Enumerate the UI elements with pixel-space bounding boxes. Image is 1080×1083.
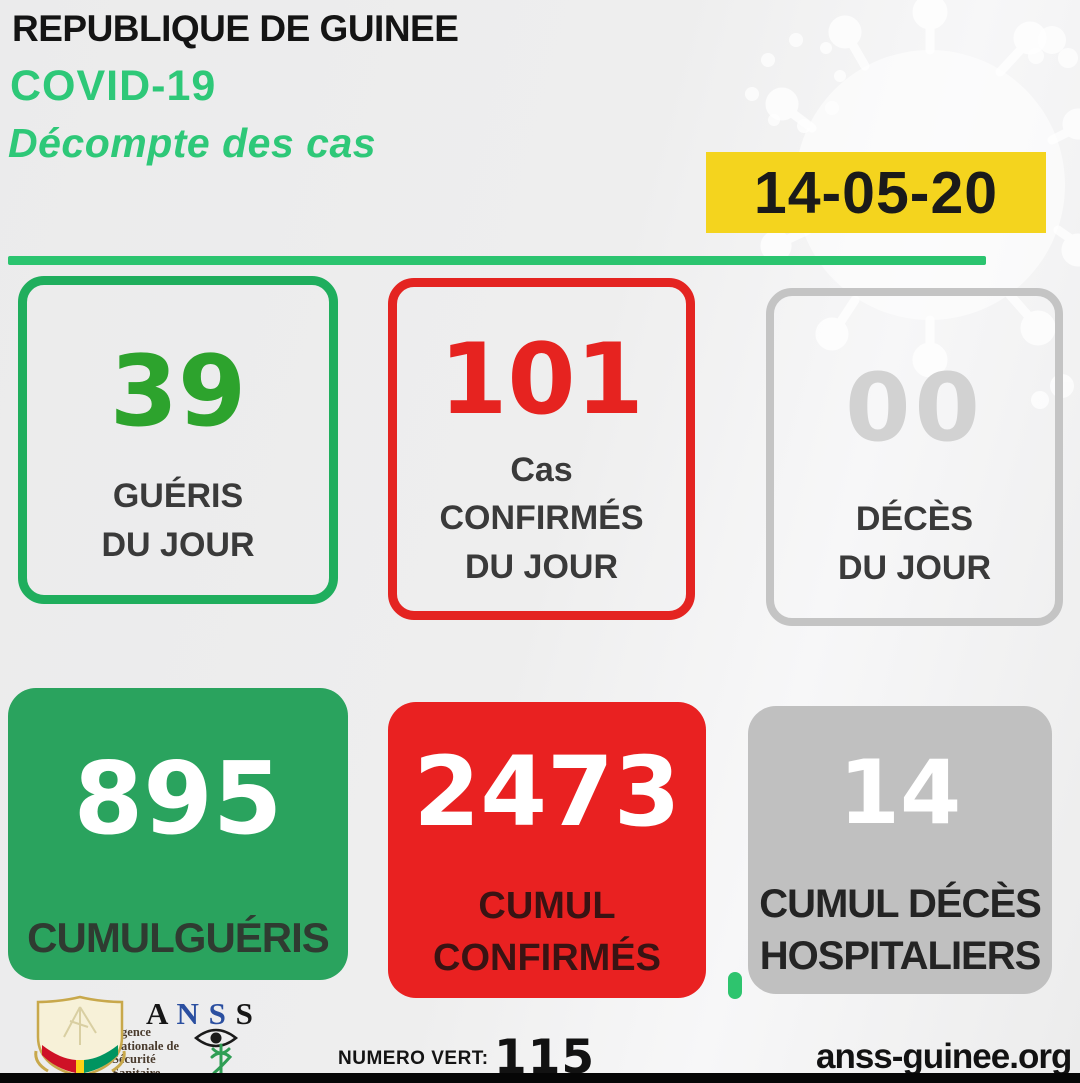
caption-line: Nationale de <box>112 1038 180 1053</box>
label-line: HOSPITALIERS <box>759 934 1042 978</box>
label-line: CUMULGUÉRIS <box>27 914 330 962</box>
label-line: CUMUL DÉCÈS <box>759 882 1042 926</box>
daily-recovered-value: 39 <box>109 334 247 449</box>
daily-recovered-label: GUÉRIS DU JOUR <box>101 472 254 595</box>
hotline-label: NUMERO VERT: <box>338 1048 489 1069</box>
card-cumulative-confirmed: 2473 CUMUL CONFIRMÉS <box>388 702 706 998</box>
anss-eye-icon <box>193 1028 239 1048</box>
website-url: anss-guinee.org <box>816 1037 1072 1076</box>
logo-letter: S <box>235 996 254 1031</box>
label-line: Cas <box>510 451 573 490</box>
separator-line <box>8 256 986 265</box>
label-line: CUMUL <box>478 885 616 928</box>
cumulative-confirmed-value: 2473 <box>413 735 681 848</box>
cumulative-deaths-label: CUMUL DÉCÈS HOSPITALIERS <box>759 878 1042 994</box>
label-line: DU JOUR <box>101 525 255 564</box>
pharmacy-caduceus-icon <box>210 1043 233 1075</box>
poster-subtitle: Décompte des cas <box>8 120 377 166</box>
cumulative-recovered-value: 895 <box>73 739 283 857</box>
disease-title: COVID-19 <box>10 62 217 110</box>
green-dash-decoration <box>728 972 742 999</box>
label-line: DU JOUR <box>837 548 992 587</box>
daily-confirmed-label: Cas CONFIRMÉS DU JOUR <box>440 446 644 611</box>
label-line: DÉCÈS <box>855 500 974 539</box>
date-badge: 14-05-20 <box>706 152 1046 233</box>
card-cumulative-recovered: 895 CUMULGUÉRIS <box>8 688 348 980</box>
bottom-black-bar <box>0 1073 1080 1083</box>
cumulative-confirmed-label: CUMUL CONFIRMÉS <box>433 881 661 998</box>
card-daily-deaths: 00 DÉCÈS DU JOUR <box>766 288 1063 626</box>
daily-confirmed-value: 101 <box>439 322 644 437</box>
logo-letter: A <box>146 996 168 1031</box>
anss-logo-text: A N S S <box>146 996 254 1032</box>
label-line: CONFIRMÉS <box>433 936 661 979</box>
label-line: GUÉRIS <box>112 477 244 516</box>
card-cumulative-deaths: 14 CUMUL DÉCÈS HOSPITALIERS <box>748 706 1052 994</box>
label-line: CONFIRMÉS <box>439 499 644 538</box>
card-daily-recovered: 39 GUÉRIS DU JOUR <box>18 276 338 604</box>
cumulative-deaths-value: 14 <box>838 740 962 844</box>
cumulative-recovered-label: CUMULGUÉRIS <box>27 908 330 980</box>
card-daily-confirmed: 101 Cas CONFIRMÉS DU JOUR <box>388 278 695 620</box>
guinea-coat-of-arms <box>34 995 126 1079</box>
daily-deaths-label: DÉCÈS DU JOUR <box>838 495 991 618</box>
daily-deaths-value: 00 <box>845 354 984 464</box>
logo-letter: N <box>176 996 200 1031</box>
logo-letter: S <box>208 996 227 1031</box>
label-line: DU JOUR <box>464 547 619 586</box>
country-title: REPUBLIQUE DE GUINEE <box>12 8 459 49</box>
